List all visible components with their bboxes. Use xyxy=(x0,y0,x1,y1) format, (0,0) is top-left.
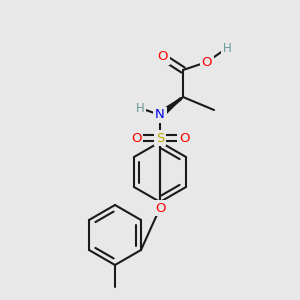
Text: H: H xyxy=(136,101,144,115)
Text: S: S xyxy=(156,131,164,145)
Polygon shape xyxy=(158,97,183,118)
Text: O: O xyxy=(155,202,165,214)
Text: N: N xyxy=(155,109,165,122)
Text: O: O xyxy=(179,131,189,145)
Text: O: O xyxy=(158,50,168,64)
Text: O: O xyxy=(131,131,141,145)
Text: H: H xyxy=(223,41,231,55)
Text: O: O xyxy=(202,56,212,68)
